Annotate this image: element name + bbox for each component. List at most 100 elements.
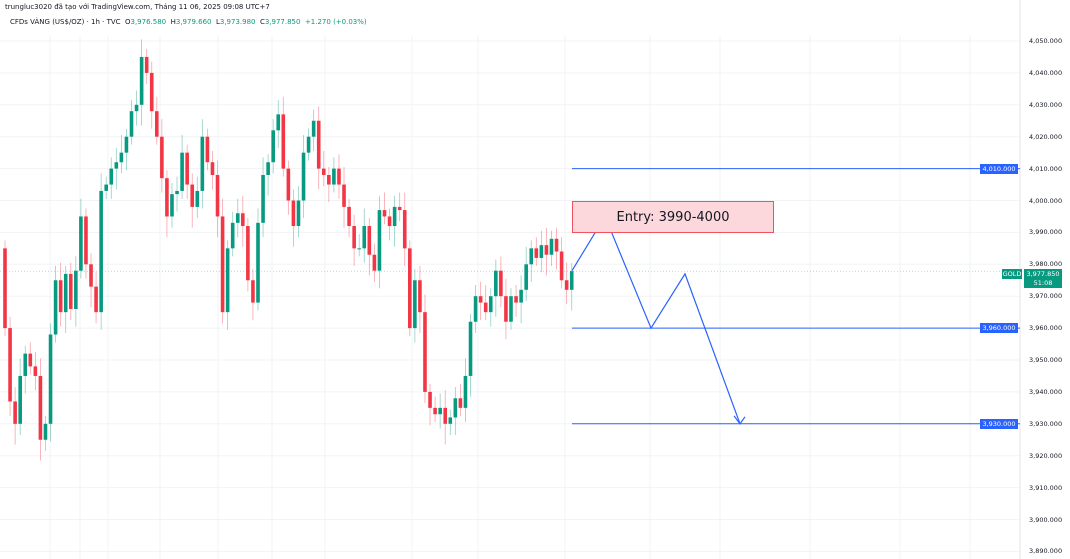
candle-down bbox=[387, 216, 392, 227]
candle-down bbox=[160, 136, 164, 179]
candle-up bbox=[413, 280, 417, 329]
candle-up bbox=[53, 280, 58, 335]
candle-up bbox=[468, 321, 473, 376]
candle-down bbox=[33, 366, 38, 376]
candle-up bbox=[119, 152, 124, 163]
price-tick-label: 4,050.000 bbox=[1029, 37, 1063, 45]
candle-up bbox=[200, 136, 205, 191]
candle-down bbox=[402, 210, 407, 249]
candle-down bbox=[220, 216, 225, 313]
close-label: C bbox=[259, 18, 265, 26]
candle-up bbox=[392, 206, 397, 227]
symbol-name[interactable]: CFDs VÀNG (US$/OZ) · 1h · TVC bbox=[10, 18, 121, 26]
candle-up bbox=[256, 222, 260, 303]
candle-down bbox=[352, 226, 356, 249]
current-price: 3,977.850 bbox=[1026, 270, 1060, 278]
candle-down bbox=[504, 296, 508, 322]
candle-down bbox=[8, 328, 12, 402]
candle-up bbox=[519, 289, 523, 303]
open-value: 3,976.580 bbox=[130, 18, 167, 26]
candle-up bbox=[235, 213, 240, 223]
candle-down bbox=[58, 280, 63, 313]
candle-down bbox=[342, 184, 346, 207]
candle-up bbox=[139, 56, 144, 105]
candle-up bbox=[357, 248, 361, 250]
candle-down bbox=[316, 120, 321, 169]
candle-up bbox=[569, 271, 574, 290]
candle-up bbox=[230, 222, 235, 249]
current-price-label: 3,977.850 51:08 bbox=[1024, 269, 1062, 288]
entry-label: Entry: 3990-4000 bbox=[616, 209, 730, 225]
candle-down bbox=[149, 72, 154, 112]
candle-down bbox=[38, 375, 43, 440]
close-value: 3,977.850 bbox=[264, 18, 301, 26]
candle-up bbox=[43, 423, 48, 440]
candle-up bbox=[63, 273, 68, 313]
candle-down bbox=[514, 296, 518, 303]
candle-up bbox=[225, 248, 230, 313]
price-tick-label: 3,990.000 bbox=[1029, 228, 1063, 237]
candle-down bbox=[165, 178, 169, 217]
price-tick-label: 3,890.000 bbox=[1029, 547, 1063, 556]
candle-up bbox=[529, 248, 534, 265]
candle-down bbox=[321, 168, 326, 175]
candle-up bbox=[104, 184, 108, 191]
candle-up bbox=[494, 270, 498, 297]
candle-down bbox=[251, 280, 255, 303]
candle-down bbox=[443, 407, 448, 424]
candle-down bbox=[3, 248, 7, 329]
price-tick-label: 4,000.000 bbox=[1029, 196, 1063, 205]
candle-down bbox=[241, 213, 245, 227]
candle-up bbox=[438, 407, 442, 415]
candle-up bbox=[18, 375, 22, 424]
price-tick-label: 4,030.000 bbox=[1029, 100, 1063, 109]
candle-up bbox=[124, 136, 129, 153]
candle-down bbox=[94, 286, 98, 313]
change-value: +1.270 (+0.03%) bbox=[304, 18, 367, 26]
candle-up bbox=[453, 398, 458, 418]
candle-up bbox=[266, 162, 270, 175]
candle-up bbox=[261, 174, 265, 223]
candle-down bbox=[281, 114, 286, 169]
candle-down bbox=[291, 200, 296, 227]
candle-down bbox=[144, 56, 149, 73]
candle-down bbox=[372, 254, 377, 271]
candle-down bbox=[382, 210, 387, 217]
candle-down bbox=[534, 248, 539, 258]
candle-down bbox=[347, 206, 351, 227]
candle-up bbox=[362, 226, 367, 249]
entry-zone-box[interactable]: Entry: 3990-4000 bbox=[572, 201, 774, 233]
candle-down bbox=[564, 280, 569, 290]
candle-down bbox=[185, 152, 189, 185]
level-price-label: 3,930.000 bbox=[980, 418, 1018, 429]
candle-up bbox=[175, 190, 179, 195]
candle-up bbox=[549, 238, 554, 255]
price-tick-label: 3,960.000 bbox=[1029, 324, 1063, 333]
candle-down bbox=[210, 162, 215, 175]
candle-down bbox=[478, 296, 483, 303]
projection-path bbox=[571, 215, 741, 425]
candle-down bbox=[68, 273, 73, 309]
candle-up bbox=[180, 152, 184, 191]
candle-down bbox=[408, 248, 412, 329]
candle-down bbox=[559, 251, 564, 281]
arrow-head-icon bbox=[733, 415, 746, 425]
candle-down bbox=[190, 184, 195, 207]
high-label: H bbox=[170, 18, 176, 26]
symbol-legend: CFDs VÀNG (US$/OZ) · 1h · TVC O3,976.580… bbox=[10, 18, 367, 26]
candle-up bbox=[99, 190, 103, 313]
bar-countdown: 51:08 bbox=[1033, 279, 1053, 287]
candle-up bbox=[524, 264, 528, 290]
symbol-tag: GOLD bbox=[1002, 269, 1022, 279]
candle-down bbox=[155, 111, 159, 137]
candle-down bbox=[367, 226, 372, 255]
price-tick-label: 3,920.000 bbox=[1029, 451, 1063, 460]
candle-up bbox=[463, 375, 468, 408]
candle-down bbox=[84, 216, 88, 265]
price-tick-label: 3,940.000 bbox=[1029, 387, 1063, 396]
price-tick-label: 4,020.000 bbox=[1029, 132, 1063, 141]
candle-up bbox=[23, 353, 28, 376]
candle-up bbox=[509, 296, 513, 322]
candle-up bbox=[79, 216, 83, 271]
